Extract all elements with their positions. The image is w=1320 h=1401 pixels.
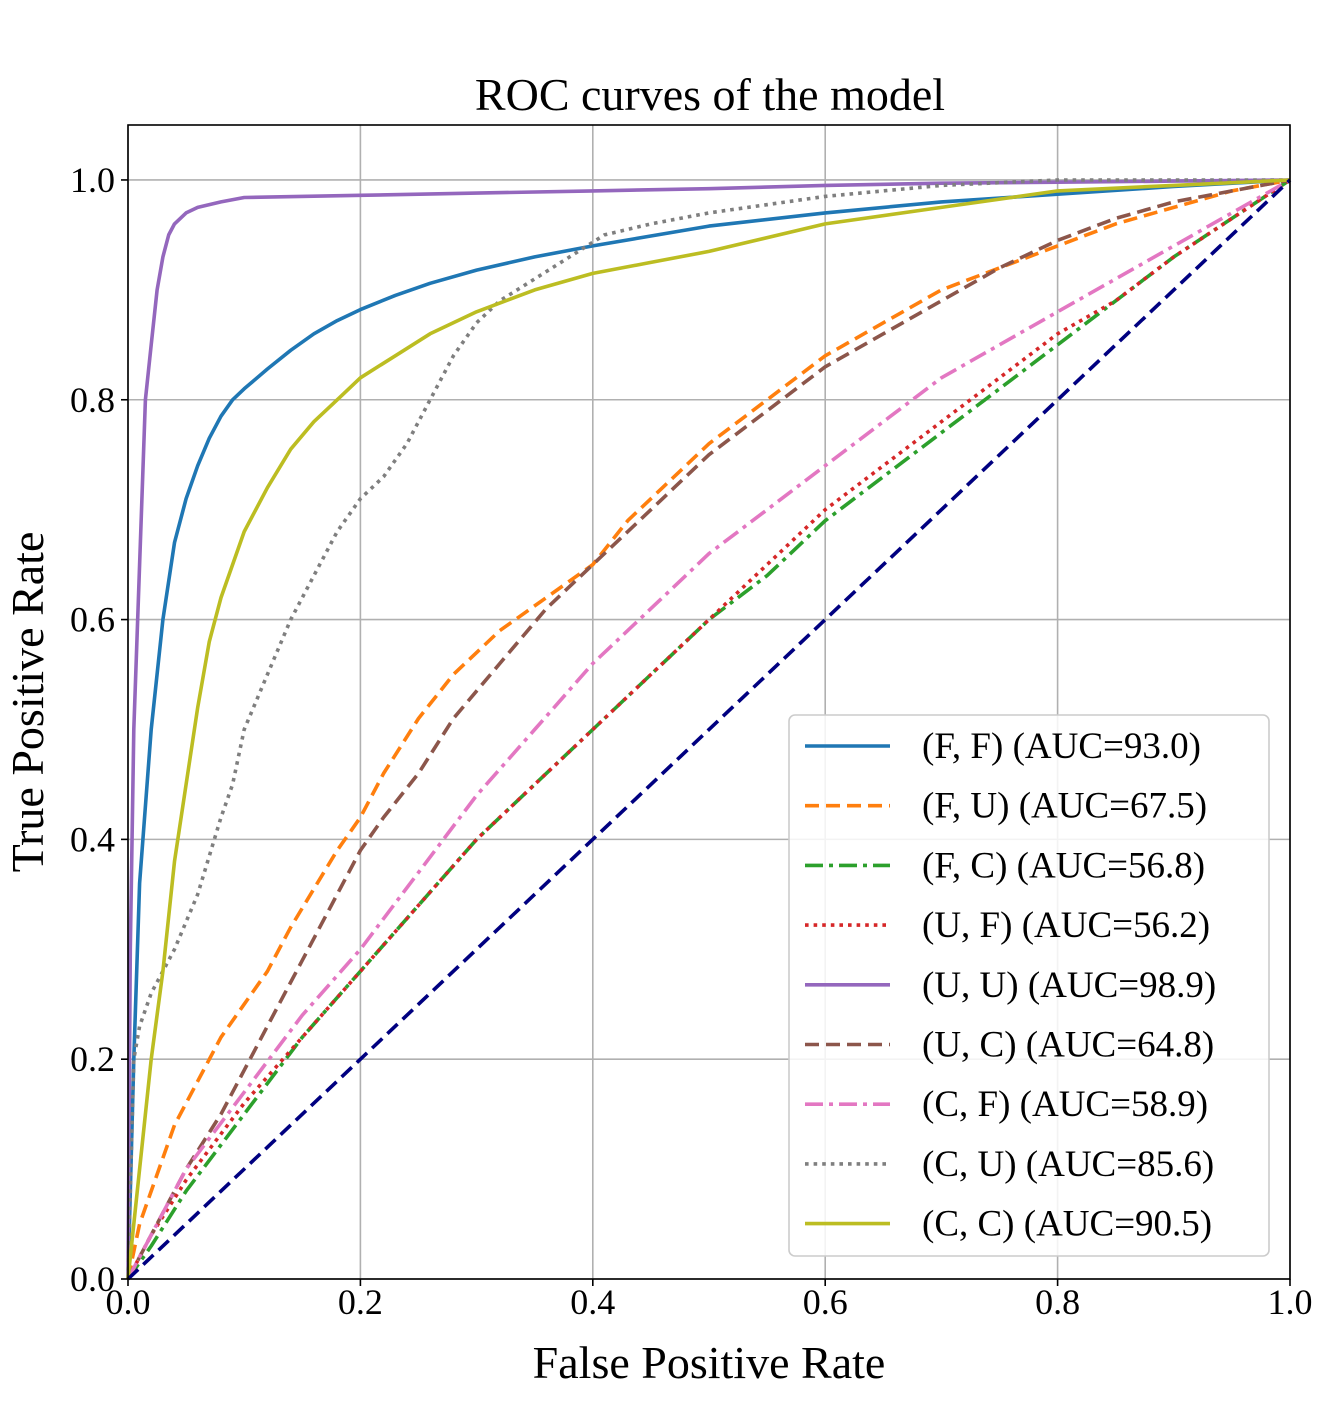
roc-curve-line [126, 178, 1291, 1280]
legend-label: (U, F) (AUC=56.2) [922, 905, 1210, 946]
legend-entries: (F, F) (AUC=93.0) (F, U) (AUC=67.5) (F, C)… [805, 726, 1216, 1245]
x-tick-label: 0.4 [570, 1282, 615, 1322]
legend-label: (C, F) (AUC=58.9) [922, 1084, 1208, 1125]
plot-frame [127, 124, 1291, 1280]
x-axis-label: False Positive Rate [533, 1337, 886, 1388]
roc-curve-line [126, 178, 1291, 1281]
tick-layer: 0.0 0.2 0.4 0.6 0.8 1.0 0.0 0.2 0.4 0.6 0.8 1.0 [70, 160, 1313, 1322]
chart-title: ROC curves of the model [475, 69, 945, 120]
legend-label: (C, C) (AUC=90.5) [922, 1204, 1212, 1245]
legend-label: (F, F) (AUC=93.0) [922, 726, 1201, 767]
roc-curve-line [126, 178, 1291, 1280]
legend-label: (U, C) (AUC=64.8) [922, 1025, 1214, 1066]
y-tick-label: 0.6 [70, 600, 115, 640]
roc-curve-line [126, 178, 1291, 1280]
series-layer [126, 178, 1292, 1281]
legend-label: (F, U) (AUC=67.5) [922, 786, 1207, 827]
roc-curve-line [126, 178, 1291, 1280]
x-tick-label: 0.8 [1035, 1282, 1080, 1322]
x-tick-label: 0.0 [106, 1282, 151, 1322]
y-tick-label: 0.4 [70, 819, 115, 859]
roc-curve-line [126, 178, 1291, 1280]
roc-curve-line [126, 178, 1291, 1280]
roc-curve-line [126, 178, 1291, 1280]
legend-label: (F, C) (AUC=56.8) [922, 845, 1205, 886]
x-tick-label: 0.2 [338, 1282, 383, 1322]
y-tick-label: 0.8 [70, 380, 115, 420]
chance-diagonal-line [126, 178, 1292, 1281]
legend-box [788, 714, 1270, 1257]
legend-label: (C, U) (AUC=85.6) [922, 1144, 1214, 1185]
x-tick-label: 1.0 [1268, 1282, 1313, 1322]
y-tick-label: 0.2 [70, 1039, 115, 1079]
legend: (F, F) (AUC=93.0) (F, U) (AUC=67.5) (F, C)… [788, 714, 1270, 1257]
y-axis-label: True Positive Rate [2, 532, 53, 873]
x-tick-label: 0.6 [803, 1282, 848, 1322]
y-tick-label: 1.0 [70, 160, 115, 200]
legend-label: (U, U) (AUC=98.9) [922, 965, 1216, 1006]
roc-curve-line [126, 178, 1290, 1280]
y-tick-label: 0.0 [70, 1259, 115, 1299]
